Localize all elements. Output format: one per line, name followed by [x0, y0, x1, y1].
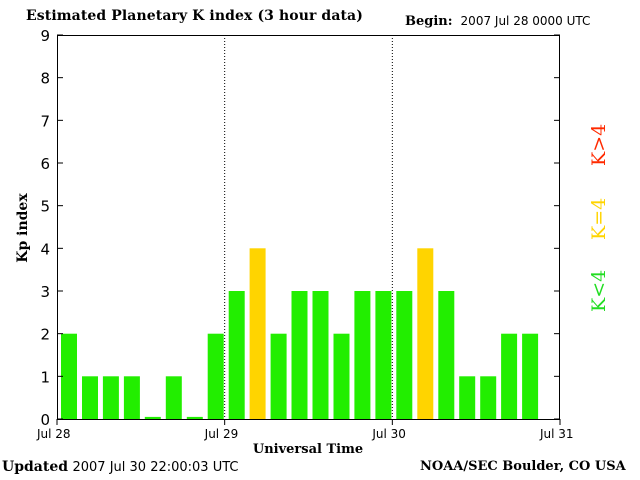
kp-bar [480, 376, 497, 419]
kp-bar [207, 333, 224, 419]
updated-value: 2007 Jul 30 22:00:03 UTC [72, 460, 239, 475]
chart-title: Estimated Planetary K index (3 hour data… [26, 8, 363, 24]
kp-bar [165, 376, 182, 419]
kp-bar [354, 291, 371, 419]
y-tick-label: 4 [40, 240, 50, 258]
begin-label: Begin: [405, 14, 453, 29]
kp-bar [312, 291, 329, 419]
updated-timestamp: Updated 2007 Jul 30 22:00:03 UTC [2, 459, 238, 475]
kp-bar [102, 376, 119, 419]
kp-bar [375, 291, 392, 419]
begin-timestamp: Begin: 2007 Jul 28 0000 UTC [405, 14, 590, 29]
kp-bar [123, 376, 140, 419]
y-axis-label: Kp index [15, 193, 31, 263]
kp-bar [186, 416, 203, 419]
kp-bar [417, 248, 434, 419]
y-tick-label: 9 [40, 27, 50, 45]
kp-bar [333, 333, 350, 419]
kp-bar [144, 416, 161, 419]
kp-bar [270, 333, 287, 419]
plot-area [57, 35, 560, 419]
y-tick-label: 1 [40, 368, 50, 386]
kp-bar [291, 291, 308, 419]
kp-bar [438, 291, 455, 419]
kp-bar [82, 376, 98, 419]
kp-bar [522, 333, 539, 419]
legend-k-below-4: K<4 [588, 269, 610, 312]
x-tick-label: Jul 31 [539, 427, 574, 441]
y-tick-label: 5 [40, 198, 50, 216]
y-tick-label: 3 [40, 283, 50, 301]
kp-bar [501, 333, 518, 419]
x-axis-label: Universal Time [253, 442, 363, 457]
plot-frame [57, 35, 560, 420]
updated-label: Updated [2, 459, 69, 475]
y-tick-label: 2 [40, 326, 50, 344]
kp-bar [459, 376, 476, 419]
legend-k-equal-4: K=4 [588, 197, 610, 240]
y-tick-label: 6 [40, 155, 50, 173]
kp-bar [249, 248, 266, 419]
x-tick-label: Jul 30 [371, 427, 406, 441]
x-tick-label: Jul 28 [36, 427, 71, 441]
y-tick-label: 7 [40, 112, 50, 130]
kp-bar [228, 291, 245, 419]
kp-bar [61, 333, 77, 419]
x-tick-label: Jul 29 [204, 427, 239, 441]
y-tick-label: 8 [40, 70, 50, 88]
legend-k-above-4: K>4 [588, 123, 610, 166]
begin-value: 2007 Jul 28 0000 UTC [460, 14, 591, 28]
kp-bar [396, 291, 413, 419]
y-tick-label: 0 [40, 411, 50, 429]
source-credit: NOAA/SEC Boulder, CO USA [420, 459, 626, 474]
